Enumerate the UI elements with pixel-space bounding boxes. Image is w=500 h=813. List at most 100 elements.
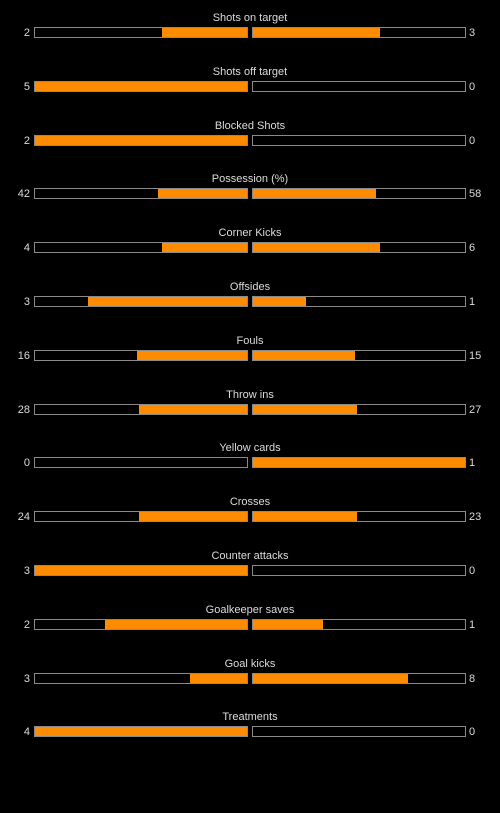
stat-title: Goal kicks	[224, 657, 276, 670]
away-value: 0	[469, 726, 476, 739]
away-value: 27	[469, 403, 482, 416]
home-bar	[34, 134, 248, 146]
away-bar-fill	[253, 619, 323, 629]
away-bar-fill	[253, 243, 381, 253]
home-value: 2	[23, 134, 30, 147]
away-value: 6	[469, 242, 476, 255]
home-bar	[34, 457, 248, 469]
away-bar-fill	[253, 673, 408, 683]
home-bar-fill	[138, 512, 247, 522]
away-bar-fill	[253, 512, 357, 522]
away-bar-fill	[253, 28, 381, 37]
away-bar	[252, 80, 466, 92]
away-value: 15	[469, 349, 482, 362]
home-value: 2	[23, 618, 30, 631]
away-bar	[252, 134, 466, 146]
stat-row: Counter attacks 3 0	[0, 549, 500, 603]
home-bar	[34, 27, 248, 38]
home-bar-fill	[157, 189, 247, 199]
stat-row: Shots off target 5 0	[0, 65, 500, 119]
away-bar	[252, 403, 466, 415]
home-bar	[34, 726, 248, 738]
stat-title: Yellow cards	[219, 442, 281, 455]
home-bar	[34, 349, 248, 361]
away-bar-fill	[253, 350, 355, 360]
away-bar	[252, 564, 466, 576]
away-value: 8	[469, 672, 476, 685]
home-value: 42	[17, 188, 30, 201]
home-value: 24	[17, 511, 30, 524]
stat-row: Treatments 4 0	[0, 710, 500, 764]
match-stats-panel: Shots on target 2 3 Shots off target 5 0 Block…	[0, 11, 500, 764]
away-bar-fill	[253, 189, 376, 199]
stat-title: Fouls	[236, 334, 264, 347]
home-value: 28	[17, 403, 30, 416]
home-value: 4	[23, 726, 30, 739]
away-value: 0	[469, 80, 476, 93]
stat-row: Yellow cards 0 1	[0, 441, 500, 495]
home-value: 16	[17, 349, 30, 362]
stat-row: Goal kicks 3 8	[0, 657, 500, 711]
away-bar-fill	[253, 404, 357, 414]
stat-title: Throw ins	[226, 388, 274, 401]
home-bar	[34, 618, 248, 630]
away-bar-fill	[253, 296, 306, 306]
home-bar-fill	[136, 350, 247, 360]
home-bar	[34, 295, 248, 307]
home-value: 5	[23, 80, 30, 93]
home-bar-fill	[35, 565, 247, 575]
away-value: 1	[469, 457, 476, 470]
away-bar	[252, 672, 466, 684]
home-value: 4	[23, 242, 30, 255]
stat-row: Fouls 16 15	[0, 334, 500, 388]
stat-row: Possession (%) 42 58	[0, 172, 500, 226]
home-bar-fill	[35, 81, 247, 91]
home-bar-fill	[162, 28, 247, 37]
stat-title: Possession (%)	[211, 173, 289, 186]
stat-title: Shots on target	[212, 12, 288, 24]
away-bar	[252, 242, 466, 254]
away-value: 3	[469, 27, 476, 39]
away-value: 1	[469, 618, 476, 631]
home-value: 0	[23, 457, 30, 470]
stat-title: Counter attacks	[211, 549, 289, 562]
away-bar	[252, 726, 466, 738]
stat-title: Offsides	[229, 280, 271, 293]
stat-title: Goalkeeper saves	[205, 603, 295, 616]
stat-row: Throw ins 28 27	[0, 388, 500, 442]
away-value: 1	[469, 295, 476, 308]
home-bar	[34, 80, 248, 92]
away-bar	[252, 457, 466, 469]
home-bar	[34, 564, 248, 576]
stat-title: Crosses	[229, 496, 271, 509]
home-bar-fill	[104, 619, 247, 629]
away-value: 58	[469, 188, 482, 201]
stat-row: Goalkeeper saves 2 1	[0, 603, 500, 657]
stat-row: Offsides 3 1	[0, 280, 500, 334]
home-bar-fill	[35, 727, 247, 737]
stat-row: Corner Kicks 4 6	[0, 226, 500, 280]
stat-row: Crosses 24 23	[0, 495, 500, 549]
home-bar-fill	[162, 243, 247, 253]
away-bar	[252, 27, 466, 38]
home-bar	[34, 403, 248, 415]
home-bar-fill	[88, 296, 247, 306]
away-bar-fill	[253, 458, 465, 468]
away-value: 0	[469, 134, 476, 147]
stat-row: Blocked Shots 2 0	[0, 119, 500, 173]
home-bar	[34, 511, 248, 523]
away-bar	[252, 511, 466, 523]
away-value: 23	[469, 511, 482, 524]
home-bar-fill	[35, 135, 247, 145]
stat-title: Shots off target	[212, 65, 288, 78]
home-bar	[34, 672, 248, 684]
home-bar-fill	[138, 404, 247, 414]
stat-row: Shots on target 2 3	[0, 11, 500, 65]
stat-title: Corner Kicks	[218, 227, 282, 240]
home-bar-fill	[189, 673, 247, 683]
home-value: 3	[23, 295, 30, 308]
away-value: 0	[469, 564, 476, 577]
home-value: 2	[23, 27, 30, 39]
stat-title: Treatments	[222, 711, 278, 724]
stat-title: Blocked Shots	[214, 119, 286, 132]
